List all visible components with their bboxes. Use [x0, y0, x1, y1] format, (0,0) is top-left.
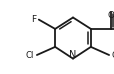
Text: Cl: Cl [111, 50, 114, 59]
Text: O: O [107, 11, 114, 20]
Text: N: N [69, 50, 76, 60]
Text: Cl: Cl [26, 50, 34, 59]
Text: F: F [31, 15, 36, 24]
